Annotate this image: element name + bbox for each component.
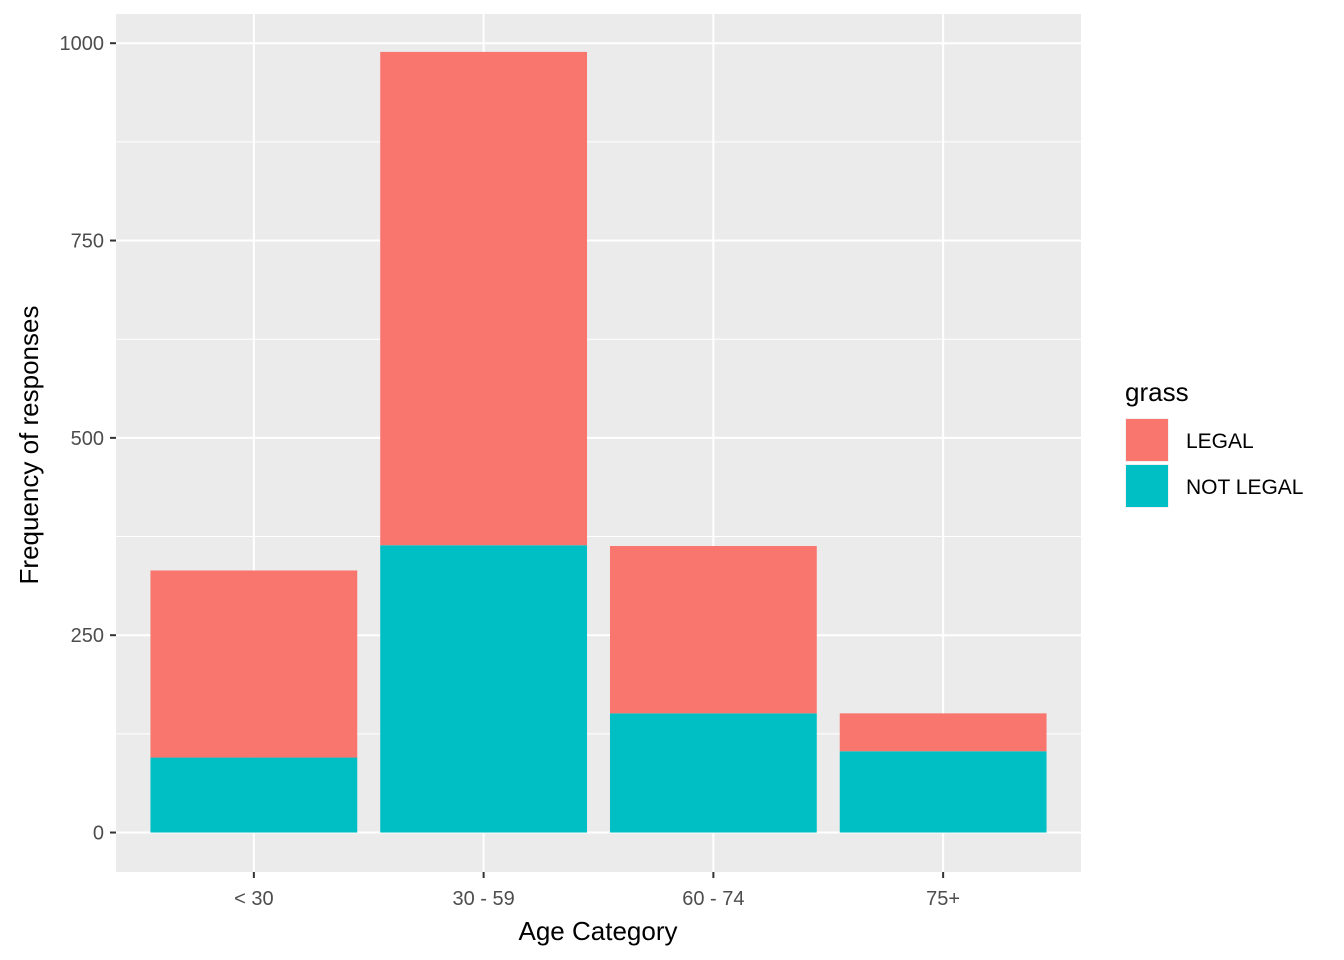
bar-segment [380, 51, 588, 546]
bar-segment [839, 751, 1047, 833]
bar-segment [609, 713, 817, 833]
y-tick-label: 250 [71, 625, 104, 647]
bar-segment [380, 545, 588, 833]
y-axis: 0 250 500 750 1000 [60, 33, 116, 845]
legend-label: NOT LEGAL [1186, 476, 1304, 499]
y-tick-label: 500 [71, 428, 104, 450]
legend-title: grass [1125, 377, 1189, 407]
y-axis-title: Frequency of responses [14, 306, 44, 585]
legend-swatch [1126, 465, 1168, 507]
bar-segment [150, 757, 358, 833]
legend-label: LEGAL [1186, 430, 1254, 453]
bar-segment [150, 570, 358, 758]
x-tick-label: 75+ [926, 888, 960, 910]
x-tick-label: 60 - 74 [682, 888, 744, 910]
x-tick-label: 30 - 59 [452, 888, 514, 910]
bar-segment [839, 713, 1047, 752]
y-tick-label: 1000 [60, 33, 105, 55]
legend: grass LEGAL NOT LEGAL [1125, 377, 1304, 508]
x-tick-label: < 30 [234, 888, 273, 910]
x-axis: < 30 30 - 59 60 - 74 75+ [234, 872, 960, 910]
y-tick-label: 0 [93, 823, 104, 845]
x-axis-title: Age Category [519, 916, 678, 946]
bars [150, 51, 1047, 833]
y-tick-label: 750 [71, 231, 104, 253]
legend-swatch [1126, 419, 1168, 461]
bar-segment [609, 546, 817, 714]
